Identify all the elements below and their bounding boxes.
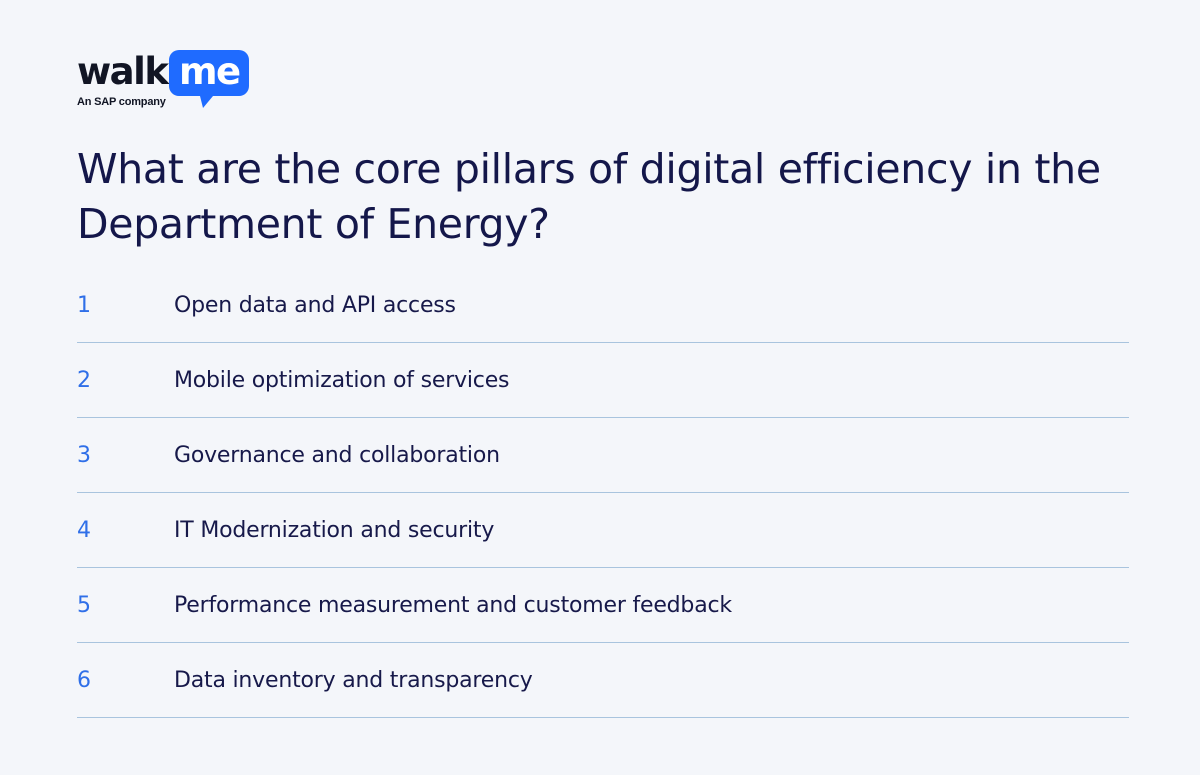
item-label: Data inventory and transparency — [174, 667, 533, 693]
logo-tagline: An SAP company — [77, 96, 166, 108]
list-item: 4 IT Modernization and security — [77, 493, 1129, 568]
item-number: 1 — [77, 292, 91, 318]
item-label: IT Modernization and security — [174, 517, 495, 543]
item-label: Performance measurement and customer fee… — [174, 592, 732, 618]
item-number: 3 — [77, 442, 91, 468]
item-number: 2 — [77, 367, 91, 393]
item-number: 6 — [77, 667, 91, 693]
item-number: 5 — [77, 592, 91, 618]
list-item: 6 Data inventory and transparency — [77, 643, 1129, 718]
list-item: 2 Mobile optimization of services — [77, 343, 1129, 418]
page-title: What are the core pillars of digital eff… — [77, 145, 1101, 248]
item-number: 4 — [77, 517, 91, 543]
item-label: Mobile optimization of services — [174, 367, 510, 393]
pillar-list: 1 Open data and API access 2 Mobile opti… — [77, 268, 1129, 718]
speech-bubble-icon — [169, 50, 249, 108]
list-item: 5 Performance measurement and customer f… — [77, 568, 1129, 643]
list-item: 1 Open data and API access — [77, 268, 1129, 343]
list-item: 3 Governance and collaboration — [77, 418, 1129, 493]
walkme-logo: walk me An SAP company — [77, 50, 257, 112]
logo-word-walk: walk — [77, 50, 169, 93]
item-label: Governance and collaboration — [174, 442, 500, 468]
item-label: Open data and API access — [174, 292, 456, 318]
logo-word-me: me — [179, 50, 241, 93]
